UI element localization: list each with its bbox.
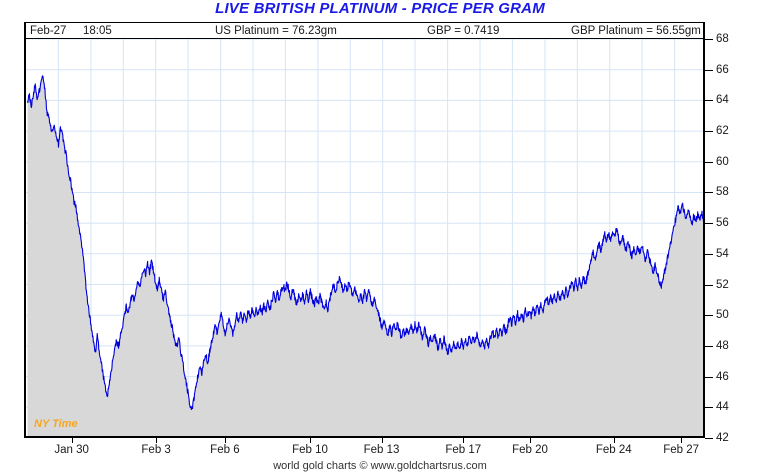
y-tick-label: 50 [716, 309, 729, 322]
x-tick-mark [71, 438, 73, 443]
y-tick-mark [705, 345, 713, 347]
y-tick-label: 64 [716, 94, 729, 107]
y-tick-mark [705, 223, 713, 225]
y-tick-label: 48 [716, 339, 729, 352]
x-tick-mark [463, 438, 465, 443]
y-tick-mark [705, 407, 713, 409]
info-date: Feb-27 [30, 25, 67, 37]
y-tick-mark [705, 284, 713, 286]
x-tick-label: Feb 20 [512, 444, 548, 456]
y-tick-label: 42 [716, 432, 729, 444]
series-line [26, 75, 703, 411]
timezone-label: NY Time [34, 418, 78, 430]
x-tick-mark [224, 438, 226, 443]
x-tick-label: Feb 24 [595, 444, 632, 456]
y-tick-label: 62 [716, 125, 729, 138]
x-tick-mark [681, 438, 683, 443]
x-tick-mark [310, 438, 312, 443]
x-tick-label: Feb 13 [363, 444, 400, 456]
series-area-fill [27, 75, 703, 436]
x-tick-mark [381, 438, 383, 443]
y-tick-mark [705, 315, 713, 317]
y-tick-label: 52 [716, 278, 729, 291]
footer-credit: world gold charts © www.goldchartsrus.co… [273, 460, 487, 472]
y-tick-label: 58 [716, 186, 729, 199]
info-us-platinum: US Platinum = 76.23gm [215, 25, 337, 37]
info-gbp-rate: GBP = 0.7419 [427, 25, 500, 37]
x-tick-label: Feb 27 [663, 444, 700, 456]
x-tick-label: Feb 3 [141, 444, 171, 456]
x-tick-label: Feb 10 [292, 444, 328, 456]
info-time: 18:05 [83, 25, 112, 37]
y-tick-label: 46 [716, 370, 729, 383]
y-tick-mark [705, 161, 713, 163]
x-tick-label: Feb 6 [210, 444, 240, 456]
x-tick-mark [613, 438, 615, 443]
x-tick-mark [529, 438, 531, 443]
y-tick-mark [705, 100, 713, 102]
y-tick-label: 54 [716, 247, 729, 260]
y-tick-mark [705, 39, 713, 40]
y-tick-label: 68 [716, 33, 729, 45]
info-bar: Feb-27 18:05 US Platinum = 76.23gm GBP =… [24, 22, 705, 39]
y-tick-mark [705, 376, 713, 378]
y-tick-label: 66 [716, 63, 729, 76]
page-title: LIVE BRITISH PLATINUM - PRICE PER GRAM [215, 0, 545, 17]
y-tick-mark [705, 438, 713, 439]
x-tick-mark [156, 438, 158, 443]
price-series-svg [26, 38, 703, 436]
y-tick-label: 44 [716, 401, 729, 414]
y-tick-label: 56 [716, 217, 729, 230]
y-tick-label: 60 [716, 155, 729, 168]
y-tick-mark [705, 192, 713, 194]
y-tick-mark [705, 253, 713, 255]
x-tick-label: Feb 17 [445, 444, 482, 456]
x-tick-label: Jan 30 [54, 444, 89, 456]
plot-area[interactable]: NY Time [24, 22, 705, 438]
y-tick-mark [705, 69, 713, 71]
info-gbp-platinum: GBP Platinum = 56.55gm [571, 25, 701, 37]
y-tick-mark [705, 131, 713, 133]
